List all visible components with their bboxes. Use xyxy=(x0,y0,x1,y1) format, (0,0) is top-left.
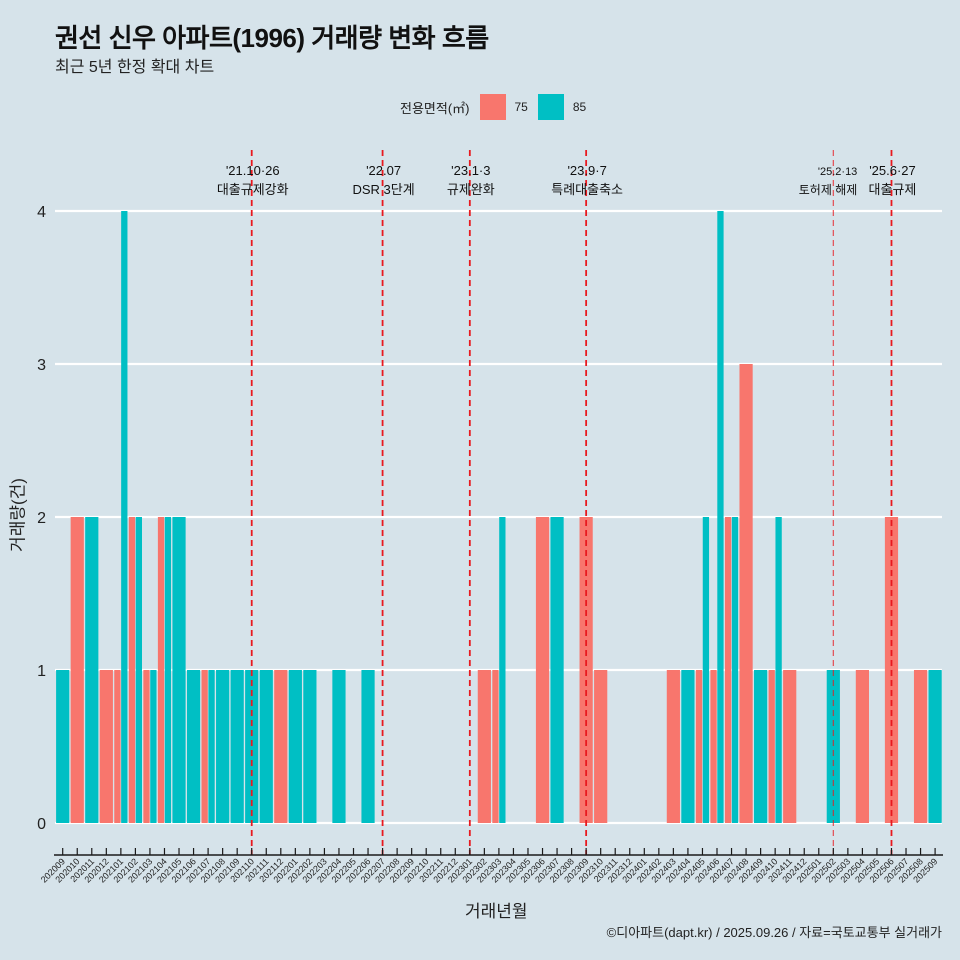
bar-85 xyxy=(245,670,259,823)
bar-75 xyxy=(724,517,732,823)
bar-85 xyxy=(288,670,302,823)
annotation-label: 대출규제 xyxy=(869,182,917,197)
annotation-label: DSR 3단계 xyxy=(352,182,414,197)
bar-85 xyxy=(85,517,99,823)
bar-75 xyxy=(128,517,136,823)
bar-85 xyxy=(681,670,695,823)
bar-85 xyxy=(150,670,157,823)
bar-85 xyxy=(754,670,768,823)
bar-75 xyxy=(913,670,928,823)
bar-75 xyxy=(492,670,499,823)
bar-85 xyxy=(550,517,564,823)
bar-85 xyxy=(702,517,710,823)
bar-85 xyxy=(303,670,317,823)
annotation-date: '25.6·27 xyxy=(869,163,916,178)
bar-85 xyxy=(208,670,215,823)
annotation-date: '21.10·26 xyxy=(226,163,280,178)
annotation-label: 특례대출축소 xyxy=(551,182,623,197)
y-axis-title: 거래량(건) xyxy=(8,478,28,552)
bar-85 xyxy=(56,670,70,823)
bar-85 xyxy=(332,670,346,823)
bar-75 xyxy=(594,670,608,823)
bar-75 xyxy=(157,517,165,823)
annotation-date: '22.07 xyxy=(366,163,401,178)
bar-85 xyxy=(775,517,782,823)
bar-75 xyxy=(477,670,491,823)
bar-85 xyxy=(216,670,230,823)
legend: 전용면적(㎡) 75 85 xyxy=(400,94,596,120)
annotation-label: 규제완화 xyxy=(447,182,495,197)
bar-85 xyxy=(186,670,201,823)
bar-75 xyxy=(99,670,113,823)
source-caption: ©디아파트(dapt.kr) / 2025.09.26 / 자료=국토교통부 실… xyxy=(606,925,942,940)
annotation-label: 토허제 해제 xyxy=(799,183,858,197)
chart-subtitle: 최근 5년 한정 확대 차트 xyxy=(55,59,215,76)
y-tick-label: 0 xyxy=(37,816,46,833)
bar-85 xyxy=(259,670,273,823)
bar-75 xyxy=(143,670,150,823)
bar-75 xyxy=(739,364,753,823)
bar-75 xyxy=(666,670,680,823)
legend-swatch-85 xyxy=(537,94,564,120)
bar-85 xyxy=(731,517,739,823)
x-axis-title: 거래년월 xyxy=(465,902,528,921)
y-tick-label: 1 xyxy=(37,663,46,680)
bar-75 xyxy=(710,670,717,823)
legend-label-75: 75 xyxy=(514,100,528,114)
bar-75 xyxy=(70,517,84,823)
y-tick-label: 3 xyxy=(37,357,46,374)
annotation-date: '23.9·7 xyxy=(567,163,606,178)
bar-85 xyxy=(717,211,724,823)
bar-75 xyxy=(274,670,288,823)
legend-swatch-75 xyxy=(479,94,506,120)
bar-85 xyxy=(230,670,244,823)
bar-85 xyxy=(135,517,142,823)
bar-85 xyxy=(361,670,375,823)
bar-85 xyxy=(499,517,506,823)
bar-85 xyxy=(121,211,128,823)
bar-75 xyxy=(201,670,208,823)
bar-75 xyxy=(535,517,550,823)
bar-85 xyxy=(164,517,172,823)
bar-85 xyxy=(172,517,186,823)
bar-75 xyxy=(783,670,797,823)
bar-85 xyxy=(928,670,942,823)
legend-title: 전용면적(㎡) xyxy=(400,100,470,116)
y-tick-label: 4 xyxy=(37,204,46,221)
bar-85 xyxy=(826,670,840,823)
bar-75 xyxy=(114,670,121,823)
chart-title: 권선 신우 아파트(1996) 거래량 변화 흐름 xyxy=(55,23,489,53)
bar-75 xyxy=(855,670,869,823)
annotation-label: 대출규제강화 xyxy=(217,182,289,197)
y-tick-label: 2 xyxy=(37,510,46,527)
bar-75 xyxy=(695,670,703,823)
annotation-date: '25.2·13 xyxy=(818,166,857,178)
legend-label-85: 85 xyxy=(572,100,587,114)
annotation-date: '23.1·3 xyxy=(451,163,490,178)
bar-75 xyxy=(768,670,775,823)
